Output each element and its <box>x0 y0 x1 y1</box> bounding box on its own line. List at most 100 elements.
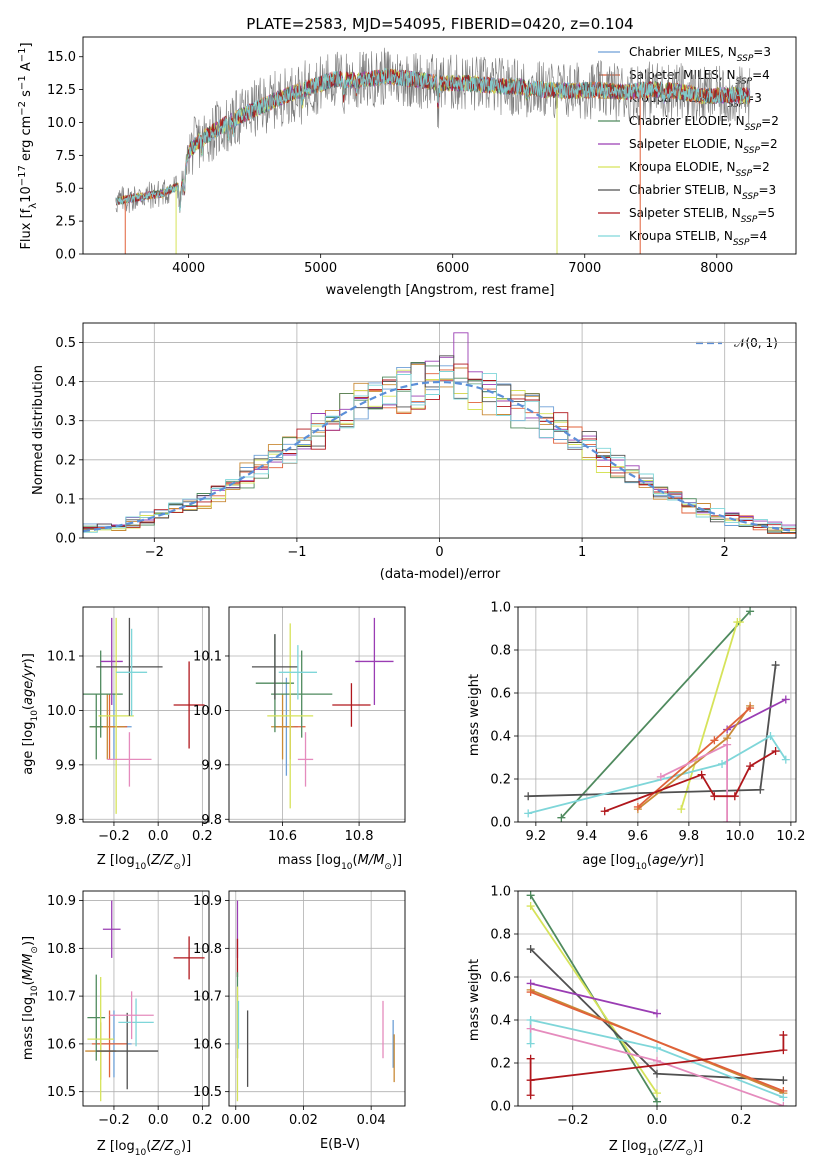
y-tick-label: 9.8 <box>55 813 76 828</box>
errorbar-point-1 <box>91 1010 128 1078</box>
y-tick-label: 0.8 <box>490 644 511 659</box>
weight-line-0 <box>560 610 751 819</box>
x-tick-label: 5000 <box>304 261 337 276</box>
age_vs_mass-plot <box>251 617 394 809</box>
legend-entry: Chabrier MILES, NSSP=3 <box>629 45 771 64</box>
weight-marker <box>526 988 535 997</box>
weight-marker <box>526 891 535 900</box>
age-vs-mass-panel: mass [log10(M/M⊙)] 10.6 10.89.89.910.010.… <box>193 606 406 872</box>
x-tick-label: 0.04 <box>357 1113 386 1128</box>
y-tick-label: 10.7 <box>193 990 222 1005</box>
age_vs_Z-frame <box>82 606 210 823</box>
y-tick-label: 0.5 <box>55 336 76 351</box>
age_vs_Z-ticks: −0.2 0.0 0.2 9.8 9.9 10.0 10.1 <box>47 649 213 844</box>
mass-vs-Z-xlabel: Z [log10(Z/Z⊙)] <box>97 1139 191 1158</box>
legend-entry: Chabrier STELIB, NSSP=3 <box>629 183 776 202</box>
x-tick-label: 10.0 <box>725 829 754 844</box>
errorbar-point-7 <box>251 634 298 700</box>
mass-weight-vs-age-ylabel: mass weight <box>467 674 482 756</box>
weight-marker <box>779 1031 788 1040</box>
x-tick-label: 1 <box>578 545 586 560</box>
weight-marker <box>526 1024 535 1033</box>
model-spectrum-8 <box>115 67 751 212</box>
weight-marker <box>600 807 609 816</box>
weight-marker <box>653 1043 661 1052</box>
age-vs-metallicity-panel: Z [log10(Z/Z⊙)] age [log10(age/yr)] −0.2… <box>21 606 213 872</box>
weight-marker <box>723 818 732 822</box>
spectrum-ticks: 4000 5000 6000 7000 8000 0.0 2.5 5.0 7.5 10.0 12.5… <box>47 50 733 276</box>
x-tick-label: 9.8 <box>679 829 700 844</box>
x-tick-label: 0.00 <box>221 1113 250 1128</box>
weight-marker <box>779 1076 788 1085</box>
errorbar-point-6 <box>98 617 134 814</box>
y-tick-label: 0.2 <box>55 453 76 468</box>
spectrum-xlabel: wavelength [Angstrom, rest frame] <box>326 283 555 298</box>
residuals-panel: (data-model)/error Normed distribution 𝒩… <box>31 322 797 582</box>
x-tick-label: 8000 <box>700 261 733 276</box>
y-tick-label: 9.9 <box>201 758 222 773</box>
weight-line-5 <box>530 991 784 1092</box>
errorbar-point-9 <box>116 628 148 716</box>
x-tick-label: 0 <box>435 545 443 560</box>
spectrum-plot <box>115 47 751 254</box>
weight-line-3 <box>530 982 658 1015</box>
weight-marker <box>557 813 566 822</box>
errorbar-point-5 <box>355 617 394 705</box>
residuals-xlabel: (data-model)/error <box>380 567 501 582</box>
errorbar-point-5 <box>87 977 114 1102</box>
age_vs_mass-frame <box>228 606 406 823</box>
mass_vs_ebv-plot <box>236 900 395 1102</box>
residuals-plot <box>83 332 796 538</box>
x-tick-label: −0.2 <box>98 829 130 844</box>
weight-marker <box>653 1089 661 1098</box>
x-tick-label: −0.2 <box>557 1113 589 1128</box>
weight-marker <box>735 618 744 627</box>
weight-marker <box>653 1069 661 1078</box>
x-tick-label: 0.0 <box>647 1113 668 1128</box>
errorbar-point-7 <box>96 617 163 716</box>
y-tick-label: 10.7 <box>47 990 76 1005</box>
weight-marker <box>779 1093 788 1102</box>
weight-marker <box>656 772 665 781</box>
x-tick-label: 0.2 <box>192 1113 213 1128</box>
mass-weight-vs-Z-ylabel: mass weight <box>467 959 482 1041</box>
mass_weight_vs_Z-frame <box>517 890 797 1107</box>
mass-vs-ebv-panel: E(B-V) 0.00 0.02 0.04 10.5 10.6 10.7 10.8 10.9 <box>193 890 406 1152</box>
x-tick-label: 10.6 <box>268 829 297 844</box>
mass-vs-ebv-xlabel: E(B-V) <box>320 1137 360 1152</box>
age_vs_mass-ticks: 10.6 10.8 9.8 9.9 10.0 10.1 <box>193 649 374 844</box>
y-tick-label: 9.9 <box>55 758 76 773</box>
weight-marker <box>526 902 535 911</box>
errorbar-point-9 <box>109 991 154 1040</box>
weight-marker <box>779 1046 788 1055</box>
y-tick-label: 0.0 <box>490 1100 511 1115</box>
spectrum-title: PLATE=2583, MJD=54095, FIBERID=0420, z=0… <box>246 15 633 33</box>
weight-marker <box>526 1076 535 1085</box>
x-tick-label: 0.02 <box>289 1113 318 1128</box>
x-tick-label: −0.2 <box>98 1113 130 1128</box>
y-tick-label: 0.1 <box>55 492 76 507</box>
mass-vs-metallicity-panel: Z [log10(Z/Z⊙)] mass [log10(M/M⊙)] −0.2 0… <box>21 890 213 1158</box>
weight-marker <box>756 785 765 794</box>
mass_vs_ebv-ticks: 0.00 0.02 0.04 10.5 10.6 10.7 10.8 10.9 <box>193 894 386 1128</box>
errorbar-point-10 <box>107 732 152 787</box>
weight-marker <box>779 1102 788 1106</box>
y-tick-label: 10.0 <box>193 704 222 719</box>
weight-marker <box>526 1039 535 1048</box>
x-tick-label: 7000 <box>568 261 601 276</box>
residuals-ticks: −2 −1 0 1 2 0.0 0.1 0.2 0.3 0.4 0.5 <box>55 336 729 560</box>
weight-marker <box>746 704 755 713</box>
errorbar-point-5 <box>100 617 123 705</box>
mass-weight-vs-Z-xlabel: Z [log10(Z/Z⊙)] <box>609 1139 703 1158</box>
y-tick-label: 0.2 <box>490 773 511 788</box>
y-tick-label: 0.8 <box>490 928 511 943</box>
age-vs-Z-ylabel: age [log10(age/yr)] <box>21 653 40 775</box>
weight-marker <box>677 805 686 814</box>
weight-line-1 <box>529 905 658 1094</box>
legend-entry: Salpeter ELODIE, NSSP=2 <box>629 137 778 156</box>
x-tick-label: −2 <box>145 545 164 560</box>
weight-marker <box>771 747 780 756</box>
legend-entry: Kroupa ELODIE, NSSP=2 <box>629 160 770 179</box>
weight-marker <box>653 1056 661 1065</box>
weight-marker <box>526 1054 535 1063</box>
